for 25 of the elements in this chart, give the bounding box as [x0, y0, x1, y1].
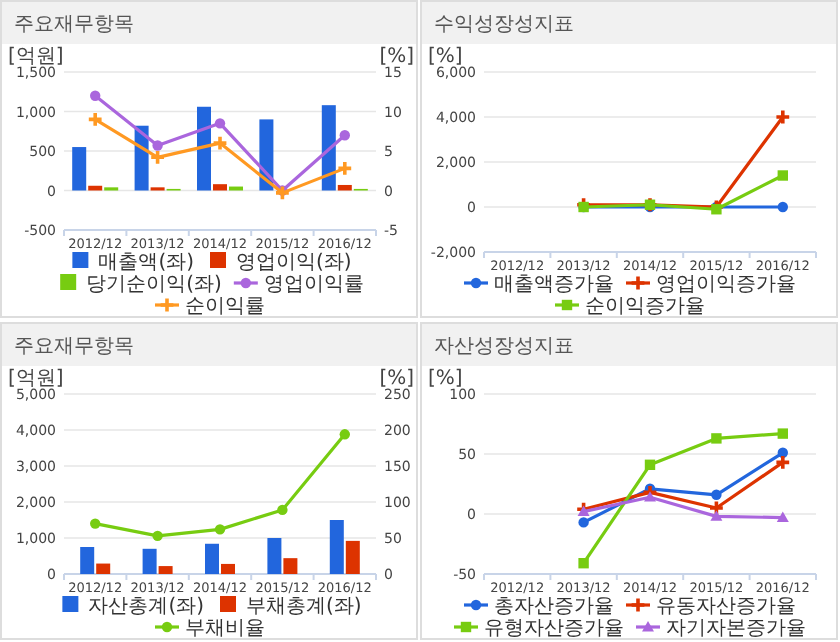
legend-label: 영업이익(좌) — [236, 252, 352, 274]
legend-label: 영업이익증가율 — [656, 274, 796, 296]
legend-label: 영업이익률 — [263, 274, 364, 296]
legend-label: 자기자본증가율 — [666, 618, 806, 640]
y2-axis-title: [%] — [379, 46, 415, 68]
legend-label: 부채비율 — [185, 618, 265, 640]
legend-label: 순이익증가율 — [585, 296, 705, 318]
y2-axis-title: [%] — [379, 368, 415, 390]
legend-label: 매출액(좌) — [98, 252, 195, 274]
legend-label: 유형자산증가율 — [484, 618, 624, 640]
chart-title: 주요재무항목 — [14, 336, 134, 358]
legend-label: 매출액증가율 — [494, 274, 614, 296]
legend-label: 당기순이익(좌) — [86, 274, 222, 296]
legend-label: 부채총계(좌) — [246, 596, 362, 618]
chart-title: 수익성장성지표 — [434, 14, 574, 36]
legend-label: 순이익률 — [185, 296, 265, 318]
y-axis-title: [%] — [428, 46, 463, 68]
y-axis-title: [%] — [428, 368, 463, 390]
legend-label: 총자산증가율 — [494, 596, 614, 618]
chart-title: 주요재무항목 — [14, 14, 134, 36]
chart-title: 자산성장성지표 — [434, 336, 574, 358]
y-axis-title: [억원] — [8, 46, 64, 68]
legend-label: 유동자산증가율 — [656, 596, 796, 618]
y-axis-title: [억원] — [8, 368, 64, 390]
legend-label: 자산총계(좌) — [88, 596, 205, 618]
